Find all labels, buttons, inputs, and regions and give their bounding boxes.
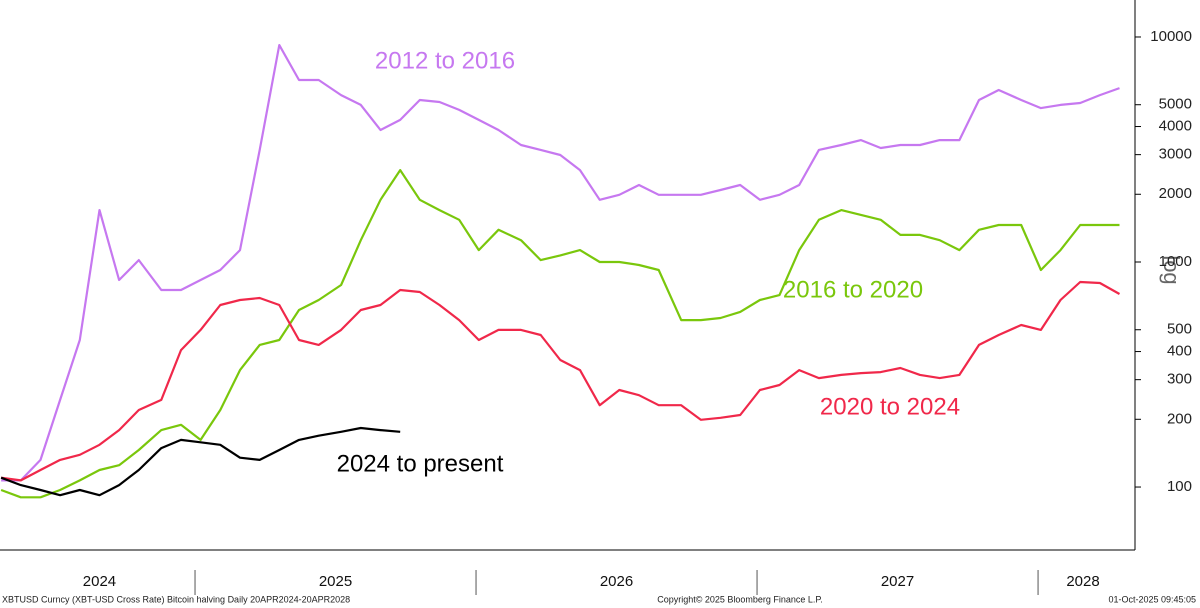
y-axis-label: log: [1159, 255, 1184, 284]
y-tick-label: 10000: [1150, 28, 1192, 45]
y-tick-label: 400: [1167, 343, 1192, 360]
y-tick-label: 4000: [1159, 117, 1192, 134]
series-line: [0, 280, 1121, 482]
y-tick-label: 1000: [1159, 253, 1192, 270]
series-label: 2016 to 2020: [783, 276, 923, 303]
y-tick-label: 500: [1167, 321, 1192, 338]
y-tick-label: 200: [1167, 410, 1192, 427]
x-tick-label: 2024: [83, 573, 116, 590]
series-line: [0, 426, 401, 497]
footer-center: Copyright© 2025 Bloomberg Finance L.P.: [657, 594, 823, 604]
footer-right: 01-Oct-2025 09:45:05: [1108, 594, 1196, 604]
series-line: [1, 44, 1120, 482]
y-tick-label: 2000: [1159, 185, 1192, 202]
y-tick-label: 100: [1167, 478, 1192, 495]
x-tick-label: 2026: [600, 573, 633, 590]
series-label: 2024 to present: [337, 450, 504, 477]
x-tick-label: 2028: [1066, 573, 1099, 590]
y-tick-label: 300: [1167, 371, 1192, 388]
footer-left: XBTUSD Curncy (XBT-USD Cross Rate) Bitco…: [2, 594, 350, 604]
series-line: [0, 169, 1120, 499]
x-tick-label: 2027: [881, 573, 914, 590]
series-label: 2020 to 2024: [820, 393, 960, 420]
series-label: 2012 to 2016: [375, 47, 515, 74]
y-tick-label: 5000: [1159, 96, 1192, 113]
x-tick-label: 2025: [319, 573, 352, 590]
y-tick-label: 3000: [1159, 146, 1192, 163]
